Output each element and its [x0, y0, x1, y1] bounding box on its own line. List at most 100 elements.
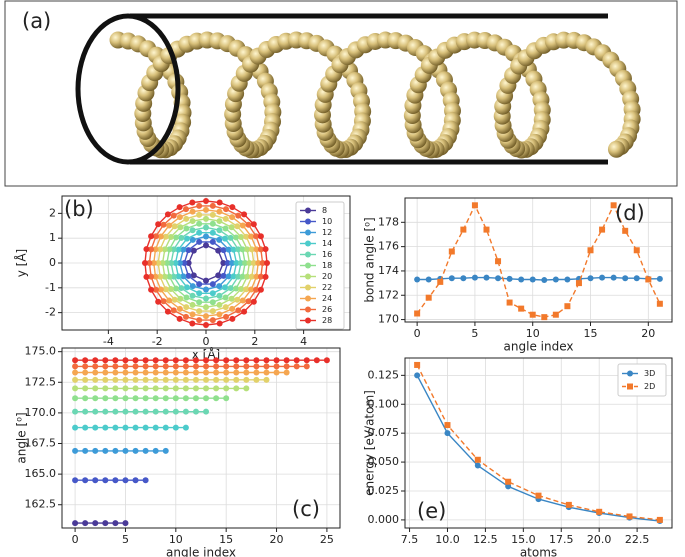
point	[203, 385, 210, 392]
point	[155, 260, 162, 266]
point	[102, 477, 109, 484]
point	[237, 260, 244, 266]
x-tick-label: 25	[320, 533, 334, 546]
point	[170, 212, 177, 219]
point	[213, 363, 220, 370]
point	[303, 357, 310, 364]
point	[142, 385, 149, 392]
legend-label: 14	[322, 239, 332, 248]
point	[223, 313, 230, 320]
point	[622, 227, 629, 234]
point	[209, 281, 216, 288]
point	[257, 273, 264, 280]
point	[92, 408, 99, 415]
point	[170, 307, 177, 314]
point	[518, 305, 525, 312]
point	[164, 211, 171, 218]
point	[152, 369, 159, 376]
point	[471, 274, 478, 281]
point	[172, 357, 179, 364]
point	[72, 395, 79, 402]
point	[142, 363, 149, 370]
point	[222, 235, 229, 242]
x-tick-label: 22.5	[625, 533, 650, 546]
point	[176, 305, 183, 312]
point	[132, 424, 139, 431]
point	[189, 320, 196, 327]
y-tick-label: -1	[45, 281, 56, 294]
point	[253, 233, 260, 240]
point	[246, 260, 253, 266]
point	[414, 276, 421, 283]
y-tick-label: 172	[378, 288, 399, 301]
point	[176, 214, 183, 221]
point	[162, 408, 169, 415]
point	[250, 221, 257, 228]
point	[518, 276, 525, 283]
legend-marker	[305, 295, 311, 302]
point	[92, 395, 99, 402]
point	[414, 361, 421, 368]
point	[182, 313, 189, 320]
point	[171, 223, 178, 230]
point	[112, 424, 119, 431]
point	[610, 202, 617, 209]
point	[229, 204, 236, 211]
point	[142, 357, 149, 364]
x-axis-label: x [Å]	[192, 347, 221, 362]
point	[102, 385, 109, 392]
point	[182, 357, 189, 364]
point	[233, 285, 240, 292]
point	[152, 363, 159, 370]
legend-marker	[305, 284, 311, 291]
legend-label: 12	[322, 228, 332, 237]
point	[220, 272, 227, 279]
point	[150, 260, 157, 266]
y-tick-label: 0.000	[368, 513, 400, 526]
point	[243, 385, 250, 392]
point	[257, 246, 264, 253]
point	[185, 272, 192, 279]
point	[216, 283, 223, 290]
point	[506, 299, 513, 306]
point	[610, 274, 617, 281]
y-tick-label: 0	[49, 256, 56, 269]
point	[203, 357, 210, 364]
point	[303, 363, 310, 370]
point	[216, 218, 223, 225]
point	[213, 385, 220, 392]
point	[444, 422, 451, 429]
point	[152, 385, 159, 392]
point	[152, 447, 159, 454]
point	[167, 286, 174, 293]
point	[656, 516, 663, 523]
point	[152, 286, 159, 293]
point	[164, 308, 171, 315]
point	[596, 508, 603, 515]
point	[244, 246, 251, 253]
x-tick-label: -4	[103, 335, 114, 348]
panel-label: (c)	[292, 497, 320, 521]
point	[228, 224, 235, 231]
x-tick-label: 10	[169, 533, 183, 546]
point	[414, 310, 421, 317]
point	[235, 307, 242, 314]
point	[235, 246, 242, 253]
point	[162, 286, 169, 293]
point	[495, 275, 502, 282]
point	[425, 276, 432, 283]
x-tick-label: 7.5	[401, 533, 419, 546]
point	[166, 297, 173, 304]
point	[250, 298, 257, 305]
point	[243, 357, 250, 364]
point	[122, 424, 129, 431]
ring-outline	[75, 13, 181, 165]
point	[239, 246, 246, 253]
point	[243, 376, 250, 383]
y-tick-label: 162.5	[25, 498, 57, 511]
x-tick-label: 0	[414, 327, 421, 340]
point	[102, 447, 109, 454]
point	[122, 408, 129, 415]
point	[241, 211, 248, 218]
point	[160, 221, 167, 228]
